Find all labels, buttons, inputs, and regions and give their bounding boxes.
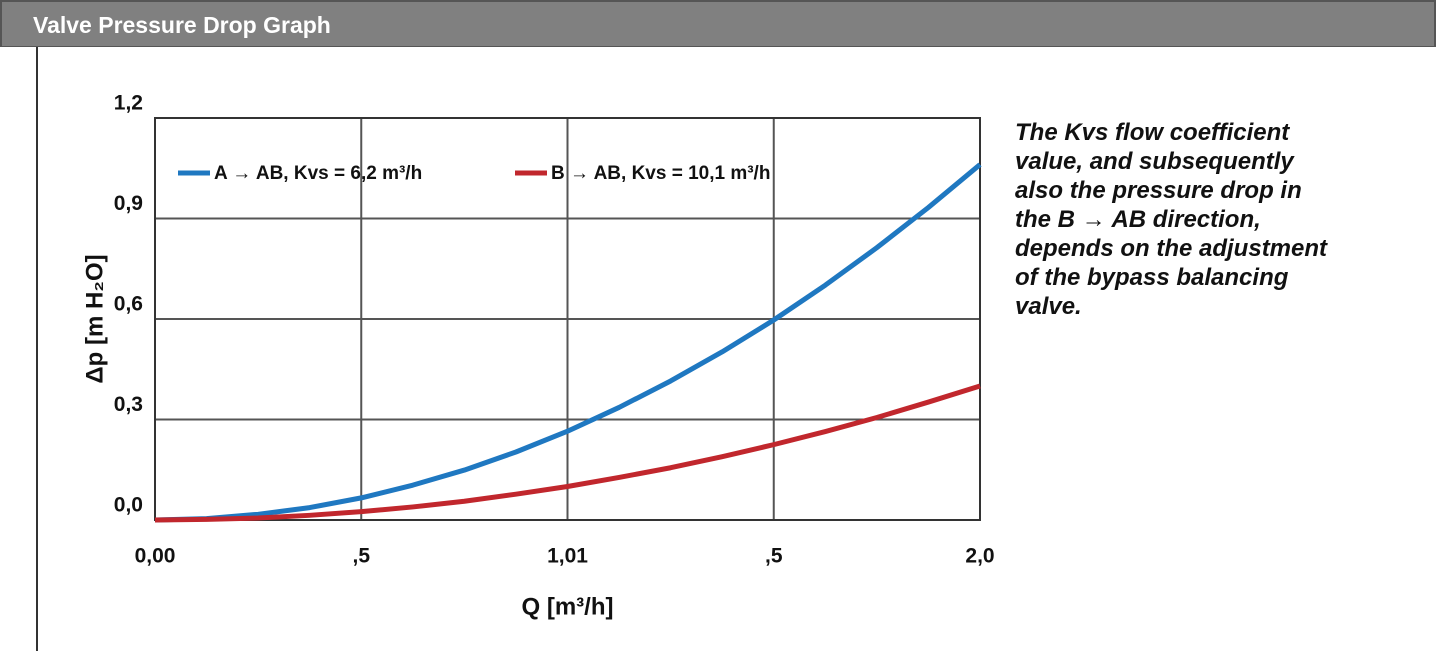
note-line: of the bypass balancing	[1015, 264, 1289, 291]
x-tick-label: ,5	[352, 545, 370, 568]
note-line: valve.	[1015, 293, 1082, 320]
panel-border	[36, 47, 38, 651]
x-tick-label: ,5	[765, 545, 783, 568]
x-tick-label: 2,0	[965, 545, 994, 568]
x-axis-label: Q [m³/h]	[522, 593, 614, 620]
note-line: the B → AB direction,	[1015, 206, 1261, 233]
note-line: also the pressure drop in	[1015, 177, 1302, 204]
x-tick-label: 0,00	[135, 545, 176, 568]
note-line: value, and subsequently	[1015, 148, 1294, 175]
y-tick-label: 1,2	[114, 92, 143, 115]
y-tick-label: 0,9	[114, 192, 143, 215]
note: The Kvs flow coefficient value, and subse…	[1015, 118, 1327, 321]
chart: 0,0 0,3 0,6 0,9 1,2 0,00 ,5 1,01 ,5 2,0 Q [m³/h] Δp…	[81, 92, 994, 621]
x-tick-label: 1,01	[547, 545, 588, 568]
note-line: The Kvs flow coefficient	[1015, 119, 1290, 146]
y-tick-label: 0,0	[114, 494, 143, 517]
header-title: Valve Pressure Drop Graph	[33, 12, 331, 38]
series-line	[154, 383, 981, 523]
series-line	[154, 162, 982, 523]
plot-frame	[154, 117, 981, 521]
y-tick-label: 0,6	[114, 293, 143, 316]
legend-label: A → AB, Kvs = 6,2 m³/h	[214, 163, 422, 184]
y-axis-label: Δp [m H₂O]	[81, 254, 108, 383]
header-bar: Valve Pressure Drop Graph	[0, 0, 1436, 47]
note-line: depends on the adjustment	[1015, 235, 1328, 262]
legend-label: B → AB, Kvs = 10,1 m³/h	[551, 163, 770, 184]
y-tick-label: 0,3	[114, 393, 143, 416]
